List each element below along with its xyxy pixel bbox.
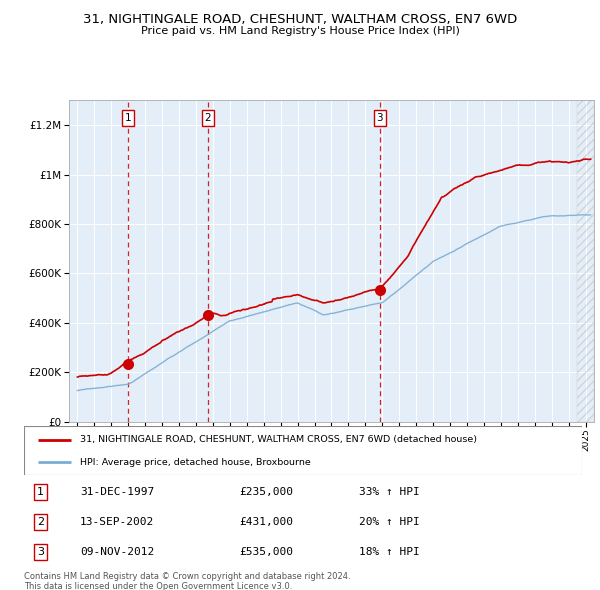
Text: 3: 3 [37,547,44,557]
Text: 3: 3 [377,113,383,123]
FancyBboxPatch shape [24,426,582,475]
Text: 1: 1 [37,487,44,497]
Text: 2: 2 [205,113,211,123]
Text: £235,000: £235,000 [239,487,293,497]
Text: This data is licensed under the Open Government Licence v3.0.: This data is licensed under the Open Gov… [24,582,292,590]
Text: 13-SEP-2002: 13-SEP-2002 [80,517,154,527]
Text: 18% ↑ HPI: 18% ↑ HPI [359,547,419,557]
Text: £535,000: £535,000 [239,547,293,557]
Text: 33% ↑ HPI: 33% ↑ HPI [359,487,419,497]
Text: £431,000: £431,000 [239,517,293,527]
Text: 2: 2 [37,517,44,527]
Text: 20% ↑ HPI: 20% ↑ HPI [359,517,419,527]
Text: Price paid vs. HM Land Registry's House Price Index (HPI): Price paid vs. HM Land Registry's House … [140,26,460,36]
Text: 31-DEC-1997: 31-DEC-1997 [80,487,154,497]
Text: Contains HM Land Registry data © Crown copyright and database right 2024.: Contains HM Land Registry data © Crown c… [24,572,350,581]
Text: 09-NOV-2012: 09-NOV-2012 [80,547,154,557]
Text: 31, NIGHTINGALE ROAD, CHESHUNT, WALTHAM CROSS, EN7 6WD: 31, NIGHTINGALE ROAD, CHESHUNT, WALTHAM … [83,13,517,26]
Text: 1: 1 [125,113,131,123]
Text: HPI: Average price, detached house, Broxbourne: HPI: Average price, detached house, Brox… [80,458,311,467]
Text: 31, NIGHTINGALE ROAD, CHESHUNT, WALTHAM CROSS, EN7 6WD (detached house): 31, NIGHTINGALE ROAD, CHESHUNT, WALTHAM … [80,435,477,444]
